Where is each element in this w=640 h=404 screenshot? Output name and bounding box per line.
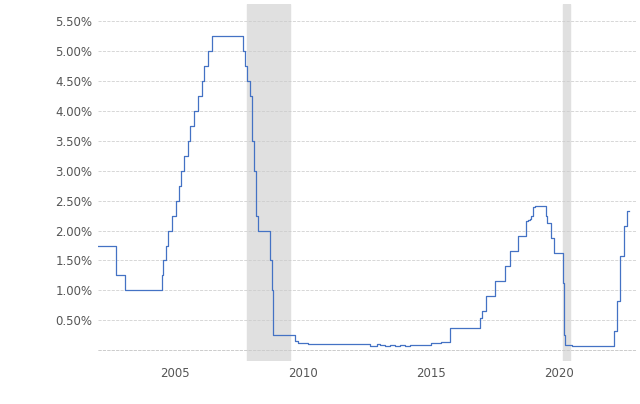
Bar: [563, 4, 570, 361]
Bar: [247, 4, 290, 361]
